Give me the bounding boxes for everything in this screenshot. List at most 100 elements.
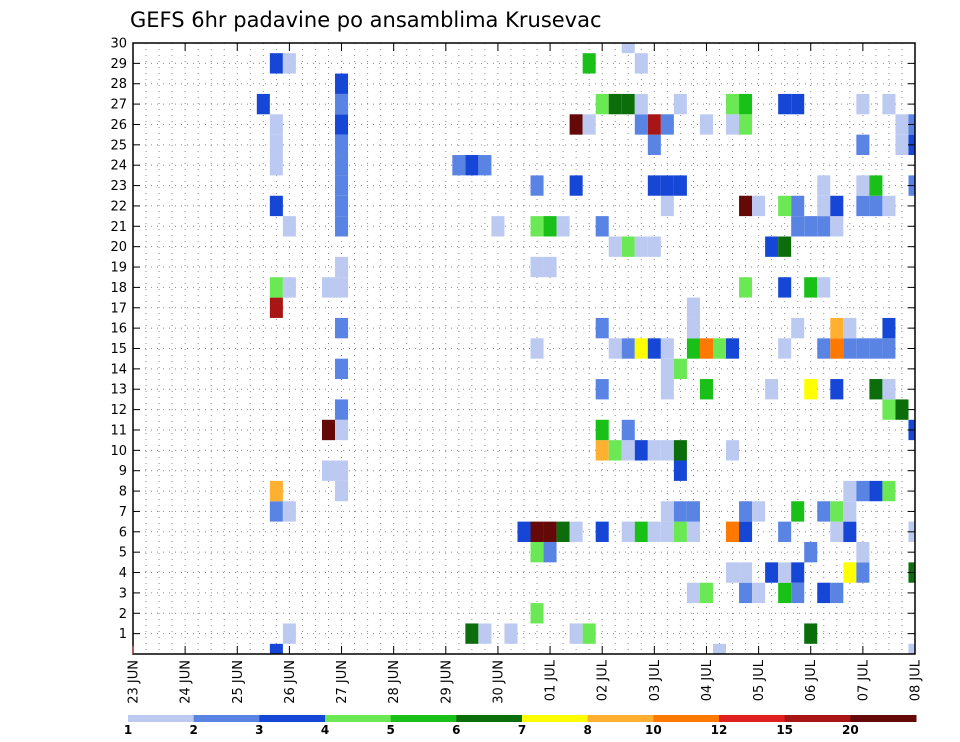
x-tick-label: 27 JUN [335, 660, 350, 704]
legend-label: 1 [124, 723, 132, 737]
data-cell [726, 114, 740, 135]
data-cell [282, 623, 296, 644]
data-cell [282, 277, 296, 298]
data-cell [817, 582, 831, 604]
data-cell [543, 521, 557, 542]
legend-swatch [587, 715, 654, 722]
data-cell [791, 562, 805, 583]
data-cell [856, 175, 870, 196]
data-cell [882, 93, 896, 115]
data-cell [530, 256, 544, 278]
data-cell [660, 521, 674, 542]
data-cell [452, 155, 466, 176]
data-cell [478, 623, 492, 644]
y-tick-label: 29 [110, 57, 127, 72]
data-cell [530, 521, 544, 542]
x-axis: 23 JUN 24 JUN 25 JUN 26 JUN 27 JUN 28 JUN 29 J… [127, 43, 924, 704]
data-cell [269, 155, 283, 176]
y-tick-label: 6 [119, 525, 127, 540]
legend-label: 7 [518, 723, 526, 737]
data-cell [817, 175, 831, 196]
data-cell [660, 114, 674, 135]
data-cell [335, 93, 349, 115]
data-cell [752, 501, 766, 522]
data-cell [269, 134, 283, 156]
data-cell [569, 175, 583, 196]
x-tick-label: 23 JUN [127, 660, 142, 704]
data-cell [660, 175, 674, 196]
data-cell [335, 399, 349, 420]
data-cell [673, 460, 687, 481]
data-cell [739, 93, 753, 115]
legend-label: 4 [321, 723, 329, 737]
legend-swatch [456, 715, 523, 722]
data-cell [269, 53, 283, 74]
x-tick-label: 25 JUN [231, 660, 246, 704]
y-tick-label: 17 [110, 301, 127, 316]
color-legend: 1 2 3 4 5 6 7 8 10 12 15 20 [124, 715, 917, 737]
data-cell [778, 236, 792, 257]
legend-swatch [784, 715, 851, 722]
data-cell [843, 501, 857, 522]
data-cell [856, 195, 870, 217]
data-cell [335, 155, 349, 176]
x-tick-label: 01 JUL [544, 659, 559, 701]
data-cell [804, 277, 818, 298]
data-cell [269, 480, 283, 502]
x-tick-label: 07 JUL [856, 659, 871, 701]
data-cell [282, 501, 296, 522]
data-cell [804, 541, 818, 563]
data-cell [634, 521, 648, 542]
data-cell [869, 175, 883, 196]
data-cell [608, 236, 622, 257]
y-tick-label: 28 [110, 77, 127, 92]
data-cell [595, 317, 609, 339]
data-cell [765, 562, 779, 583]
data-cell [269, 277, 283, 298]
y-tick-label: 2 [119, 607, 127, 622]
data-cell [843, 562, 857, 583]
data-cell [282, 216, 296, 237]
chart-title: GEFS 6hr padavine po ansamblima Krusevac [130, 8, 602, 32]
data-cell [882, 399, 896, 420]
y-tick-label: 26 [110, 118, 127, 133]
data-cell [869, 195, 883, 217]
data-cell [335, 73, 349, 94]
data-cell [660, 379, 674, 400]
data-cell [335, 114, 349, 135]
data-cell [530, 338, 544, 359]
data-cell [739, 501, 753, 522]
data-cell [778, 195, 792, 217]
data-cell [882, 195, 896, 217]
data-cell [726, 440, 740, 461]
data-cell [335, 419, 349, 441]
data-cell [778, 562, 792, 583]
data-cell [595, 419, 609, 441]
data-cell [843, 317, 857, 339]
data-cell [621, 93, 635, 115]
data-cell [517, 521, 531, 542]
data-cell [830, 379, 844, 400]
data-cell [608, 93, 622, 115]
data-cell [686, 582, 700, 604]
data-cell [634, 53, 648, 74]
legend-swatch [193, 715, 260, 722]
y-tick-label: 21 [110, 220, 127, 235]
data-cell [817, 338, 831, 359]
data-cell [830, 338, 844, 359]
data-cell [739, 582, 753, 604]
data-cell [830, 317, 844, 339]
data-cell [647, 134, 661, 156]
data-cell [621, 43, 635, 54]
y-tick-label: 3 [119, 586, 127, 601]
data-cell [621, 521, 635, 542]
data-cell [647, 175, 661, 196]
x-tick-label: 24 JUN [179, 660, 194, 704]
data-cells [256, 43, 915, 654]
data-cell [726, 562, 740, 583]
data-cell [660, 338, 674, 359]
data-cell [817, 501, 831, 522]
data-cell [478, 155, 492, 176]
data-cell [621, 338, 635, 359]
data-cell [817, 277, 831, 298]
